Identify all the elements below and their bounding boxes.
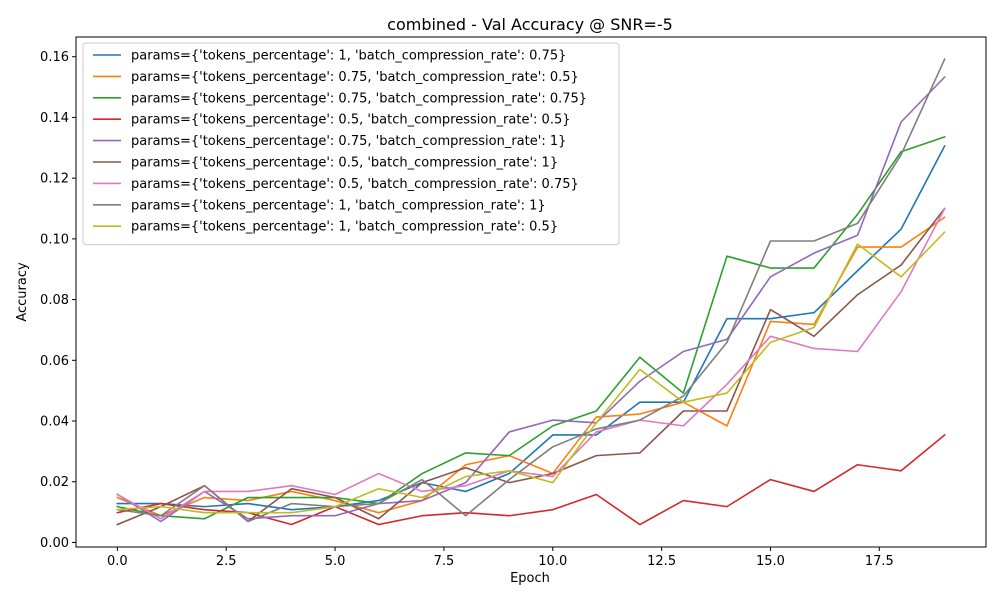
x-tick-label: 17.5	[865, 554, 894, 569]
x-tick-label: 15.0	[756, 554, 785, 569]
plot-frame	[75, 36, 987, 548]
x-tick-label: 2.5	[216, 554, 237, 569]
x-tick-label: 10.0	[538, 554, 567, 569]
y-tick-label: 0.04	[40, 415, 69, 430]
legend-label-3: params={'tokens_percentage': 0.75, 'batc…	[131, 91, 587, 106]
y-tick-label: 0.08	[40, 293, 69, 308]
y-axis-title: Accuracy	[15, 262, 30, 322]
x-tick-label: 12.5	[647, 554, 676, 569]
legend-label-5: params={'tokens_percentage': 0.75, 'batc…	[131, 134, 566, 149]
legend-label-6: params={'tokens_percentage': 0.5, 'batch…	[131, 156, 558, 171]
legend-label-8: params={'tokens_percentage': 1, 'batch_c…	[131, 198, 546, 213]
x-tick-label: 0.0	[107, 554, 128, 569]
legend-label-2: params={'tokens_percentage': 0.75, 'batc…	[131, 70, 579, 85]
legend-box	[82, 42, 620, 246]
legend-label-7: params={'tokens_percentage': 0.5, 'batch…	[131, 177, 579, 192]
y-tick-label: 0.02	[40, 475, 69, 490]
legend: params={'tokens_percentage': 1, 'batch_c…	[82, 42, 620, 246]
y-tick-label: 0.16	[40, 50, 69, 65]
series-line-2	[116, 216, 946, 517]
legend-label-9: params={'tokens_percentage': 1, 'batch_c…	[131, 220, 558, 235]
y-tick-label: 0.00	[40, 536, 69, 551]
x-tick-label: 7.5	[434, 554, 455, 569]
plot-area	[116, 58, 946, 526]
series-line-3	[116, 135, 946, 520]
y-tick-label: 0.12	[40, 172, 69, 187]
series-line-8	[116, 58, 946, 523]
series-line-6	[116, 207, 946, 526]
series-line-9	[116, 231, 946, 514]
legend-label-1: params={'tokens_percentage': 1, 'batch_c…	[131, 49, 566, 64]
series-line-1	[116, 144, 946, 511]
y-tick-label: 0.14	[40, 111, 69, 126]
y-tick-label: 0.10	[40, 232, 69, 247]
series-line-4	[116, 433, 946, 526]
legend-label-4: params={'tokens_percentage': 0.5, 'batch…	[131, 113, 571, 128]
x-tick-label: 5.0	[325, 554, 346, 569]
chart-title: combined - Val Accuracy @ SNR=-5	[387, 15, 673, 34]
x-axis-title: Epoch	[510, 571, 550, 586]
y-tick-label: 0.06	[40, 354, 69, 369]
series-line-7	[116, 207, 946, 520]
